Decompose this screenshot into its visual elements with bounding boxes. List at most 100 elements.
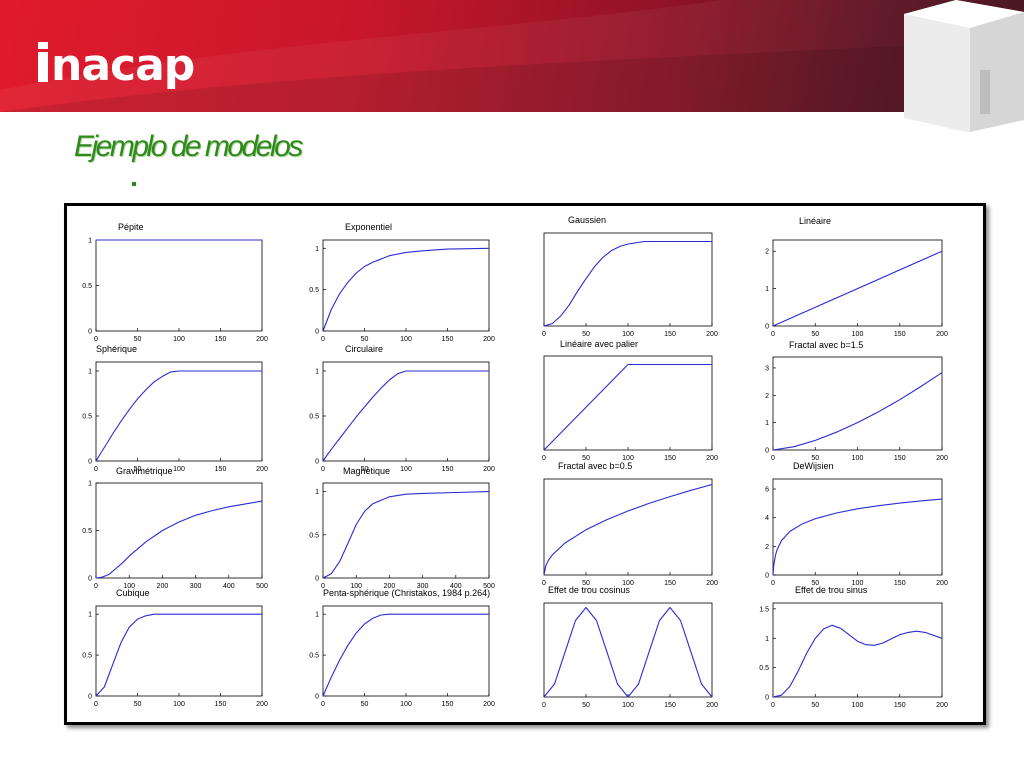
y-tick-label: 1	[88, 612, 92, 619]
x-tick-label: 150	[442, 701, 454, 708]
x-tick-label: 0	[321, 583, 325, 590]
title-dot	[132, 182, 136, 186]
series-line	[543, 483, 713, 576]
subplot: Sphérique 0 50 100 150 200 0 0.5 1	[82, 344, 268, 473]
x-tick-label: 200	[256, 336, 268, 343]
header-banner: nacap	[0, 0, 1024, 112]
logo-text: nacap	[51, 40, 195, 91]
x-tick-label: 0	[771, 702, 775, 709]
subplot-title: Sphérique	[96, 344, 137, 354]
y-tick-label: 0.5	[82, 414, 92, 421]
series-line	[543, 606, 713, 698]
x-tick-label: 200	[706, 702, 718, 709]
y-tick-label: 0	[88, 694, 92, 701]
y-tick-label: 1	[315, 246, 319, 253]
subplot-title: Cubique	[116, 588, 150, 598]
y-tick-label: 1	[88, 481, 92, 488]
x-tick-label: 100	[852, 580, 864, 587]
subplot-title: Fractal avec b=1.5	[789, 340, 863, 350]
subplot-title: Penta-sphérique (Christakos, 1984 p.264)	[323, 588, 490, 598]
x-tick-label: 0	[94, 583, 98, 590]
y-tick-label: 0	[88, 576, 92, 583]
x-tick-label: 0	[771, 580, 775, 587]
y-tick-label: 1	[765, 420, 769, 427]
series-line	[322, 370, 489, 462]
x-tick-label: 100	[173, 466, 185, 473]
axes-box	[322, 239, 490, 332]
x-tick-label: 0	[94, 336, 98, 343]
x-tick-label: 500	[483, 583, 495, 590]
x-tick-label: 100	[400, 466, 412, 473]
x-tick-label: 200	[483, 466, 495, 473]
axes-box	[322, 361, 490, 462]
x-tick-label: 0	[542, 580, 546, 587]
x-tick-label: 50	[811, 455, 819, 462]
subplot: Effet de trou cosinus 0 50 100 150 200	[542, 585, 718, 709]
x-tick-label: 200	[936, 580, 948, 587]
y-tick-label: 1	[315, 612, 319, 619]
x-tick-label: 150	[664, 331, 676, 338]
x-tick-label: 50	[582, 455, 590, 462]
x-tick-label: 300	[417, 583, 429, 590]
x-tick-label: 50	[582, 331, 590, 338]
y-tick-label: 0	[765, 573, 769, 580]
y-tick-label: 1.5	[759, 606, 769, 613]
slide-title: Ejemplo de modelos	[74, 130, 303, 163]
x-tick-label: 100	[622, 702, 634, 709]
x-tick-label: 200	[256, 466, 268, 473]
logo-i-mark	[38, 42, 48, 82]
subplot-title: Pépite	[118, 222, 144, 232]
series-line	[772, 498, 943, 576]
axes-box	[543, 355, 713, 451]
y-tick-label: 0	[315, 329, 319, 336]
x-tick-label: 150	[664, 702, 676, 709]
subplot-title: Fractal avec b=0.5	[558, 461, 632, 471]
x-tick-label: 100	[852, 331, 864, 338]
x-tick-label: 100	[852, 702, 864, 709]
axes-box	[543, 232, 713, 327]
x-tick-label: 100	[622, 455, 634, 462]
axes-box	[95, 605, 263, 697]
x-tick-label: 50	[811, 331, 819, 338]
x-tick-label: 50	[582, 702, 590, 709]
subplot: Penta-sphérique (Christakos, 1984 p.264)…	[309, 588, 495, 708]
subplot-title: Exponentiel	[345, 222, 392, 232]
x-tick-label: 100	[622, 331, 634, 338]
y-tick-label: 1	[765, 286, 769, 293]
y-tick-label: 0	[765, 695, 769, 702]
axes-box	[543, 602, 713, 698]
y-tick-label: 0.5	[82, 283, 92, 290]
x-tick-label: 400	[223, 583, 235, 590]
y-tick-label: 4	[765, 515, 769, 522]
x-tick-label: 100	[400, 336, 412, 343]
subplot: Effet de trou sinus 0 50 100 150 200 0 0.5 1 1.5	[759, 585, 948, 709]
x-tick-label: 50	[134, 336, 142, 343]
x-tick-label: 0	[771, 455, 775, 462]
x-tick-label: 100	[173, 336, 185, 343]
y-tick-label: 0.5	[309, 287, 319, 294]
series-line	[772, 250, 943, 327]
x-tick-label: 0	[542, 702, 546, 709]
y-tick-label: 0	[315, 694, 319, 701]
x-tick-label: 50	[361, 701, 369, 708]
axes-box	[772, 239, 943, 327]
banner-sweep-graphic	[0, 0, 1024, 112]
x-tick-label: 200	[384, 583, 396, 590]
y-tick-label: 0.5	[759, 665, 769, 672]
x-tick-label: 150	[215, 466, 227, 473]
y-tick-label: 1	[315, 489, 319, 496]
series-line	[322, 247, 490, 332]
subplot-title: Effet de trou cosinus	[548, 585, 630, 595]
inacap-logo: nacap	[38, 40, 195, 91]
y-tick-label: 2	[765, 249, 769, 256]
y-tick-label: 0	[315, 459, 319, 466]
y-tick-label: 0	[315, 576, 319, 583]
y-tick-label: 0	[765, 324, 769, 331]
x-tick-label: 500	[256, 583, 268, 590]
subplot-title: Linéaire	[799, 216, 831, 226]
subplot: DeWijsien 0 50 100 150 200 0 2 4 6	[765, 461, 948, 587]
x-tick-label: 50	[361, 336, 369, 343]
